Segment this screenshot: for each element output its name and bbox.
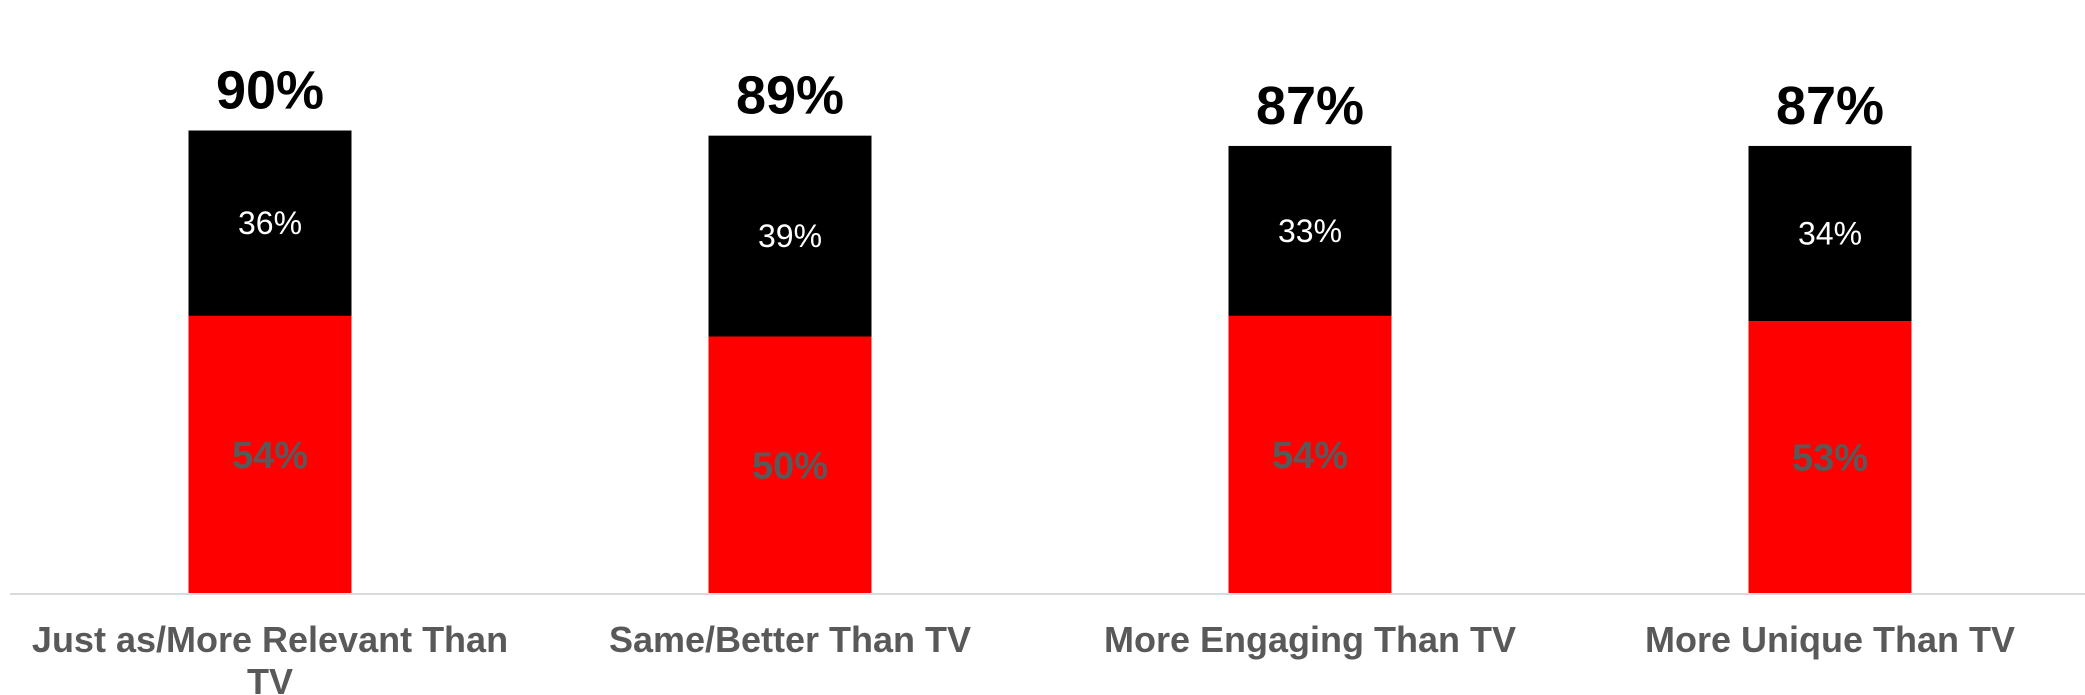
segment-value-label-bottom-2: 50%: [752, 445, 828, 487]
bar-segment-top-4: [1748, 145, 1912, 322]
total-value-label-4: 87%: [1776, 76, 1884, 136]
segment-value-label-top-4: 34%: [1798, 216, 1862, 252]
bar-segment-bottom-4: [1748, 321, 1912, 594]
category-label-1: Just as/More Relevant Than TV: [32, 619, 508, 695]
bar-segment-top-2: [708, 135, 872, 337]
segment-value-label-bottom-4: 53%: [1792, 438, 1868, 480]
segment-value-label-bottom-1: 54%: [232, 435, 308, 477]
category-label-3: More Engaging Than TV: [1104, 619, 1516, 660]
category-label-line: More Engaging Than TV: [1104, 619, 1516, 660]
category-label-4: More Unique Than TV: [1645, 619, 2015, 660]
category-label-2: Same/Better Than TV: [609, 619, 971, 660]
bar-segment-bottom-1: [188, 315, 352, 594]
segment-value-label-bottom-3: 54%: [1272, 435, 1348, 477]
segment-value-label-top-3: 33%: [1278, 213, 1342, 249]
category-label-line: More Unique Than TV: [1645, 619, 2015, 660]
bar-segment-top-1: [188, 130, 352, 316]
category-label-line: TV: [247, 661, 293, 695]
bars-group: [188, 130, 1912, 594]
segment-value-label-top-1: 36%: [238, 205, 302, 241]
bar-segment-top-3: [1228, 145, 1392, 316]
category-label-line: Just as/More Relevant Than: [32, 619, 508, 660]
category-label-line: Same/Better Than TV: [609, 619, 971, 660]
bar-segment-bottom-3: [1228, 315, 1392, 594]
total-value-label-1: 90%: [216, 61, 324, 121]
segment-value-label-top-2: 39%: [758, 218, 822, 254]
total-value-label-2: 89%: [736, 66, 844, 126]
labels-group: 54% 36% 90% Just as/More Relevant Than TV 50%…: [32, 61, 2015, 695]
total-value-label-3: 87%: [1256, 76, 1364, 136]
bar-segment-bottom-2: [708, 336, 872, 594]
